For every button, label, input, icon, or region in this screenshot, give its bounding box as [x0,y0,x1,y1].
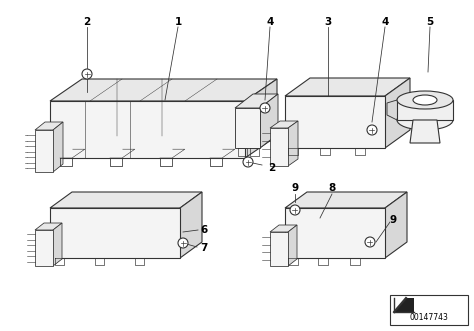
Circle shape [367,125,377,135]
Polygon shape [285,96,385,148]
Text: 2: 2 [268,163,275,173]
Text: 2: 2 [83,17,91,27]
Polygon shape [385,78,410,148]
Polygon shape [270,225,297,232]
Polygon shape [50,192,202,208]
Text: 00147743: 00147743 [410,313,448,322]
Polygon shape [35,223,62,230]
Polygon shape [35,230,53,266]
Polygon shape [180,192,202,258]
Polygon shape [245,79,277,158]
Polygon shape [53,122,63,172]
Polygon shape [270,128,288,166]
Polygon shape [53,223,62,266]
Text: 5: 5 [427,17,434,27]
Polygon shape [288,225,297,266]
Polygon shape [260,94,278,148]
Polygon shape [270,232,288,266]
Circle shape [365,237,375,247]
Text: 9: 9 [292,183,299,193]
Polygon shape [285,208,385,258]
Polygon shape [50,79,277,101]
Circle shape [290,205,300,215]
Text: 3: 3 [324,17,332,27]
Polygon shape [394,298,414,312]
Polygon shape [270,121,298,128]
Polygon shape [285,192,407,208]
Polygon shape [285,78,410,96]
Ellipse shape [397,110,453,130]
Polygon shape [50,101,245,158]
Text: 4: 4 [266,17,273,27]
Circle shape [243,157,253,167]
Circle shape [82,69,92,79]
Polygon shape [35,122,63,130]
Bar [390,295,468,325]
Ellipse shape [397,91,453,109]
Circle shape [178,238,188,248]
Polygon shape [397,100,453,120]
Polygon shape [385,192,407,258]
Text: 4: 4 [381,17,389,27]
Text: 9: 9 [390,215,397,225]
Text: 7: 7 [200,243,207,253]
Polygon shape [410,120,440,143]
Text: 1: 1 [174,17,182,27]
Polygon shape [35,130,53,172]
Polygon shape [235,108,260,148]
Polygon shape [235,94,278,108]
Text: 8: 8 [328,183,336,193]
Circle shape [260,103,270,113]
Polygon shape [288,121,298,166]
Polygon shape [50,208,180,258]
Ellipse shape [413,95,437,105]
Text: 6: 6 [200,225,207,235]
